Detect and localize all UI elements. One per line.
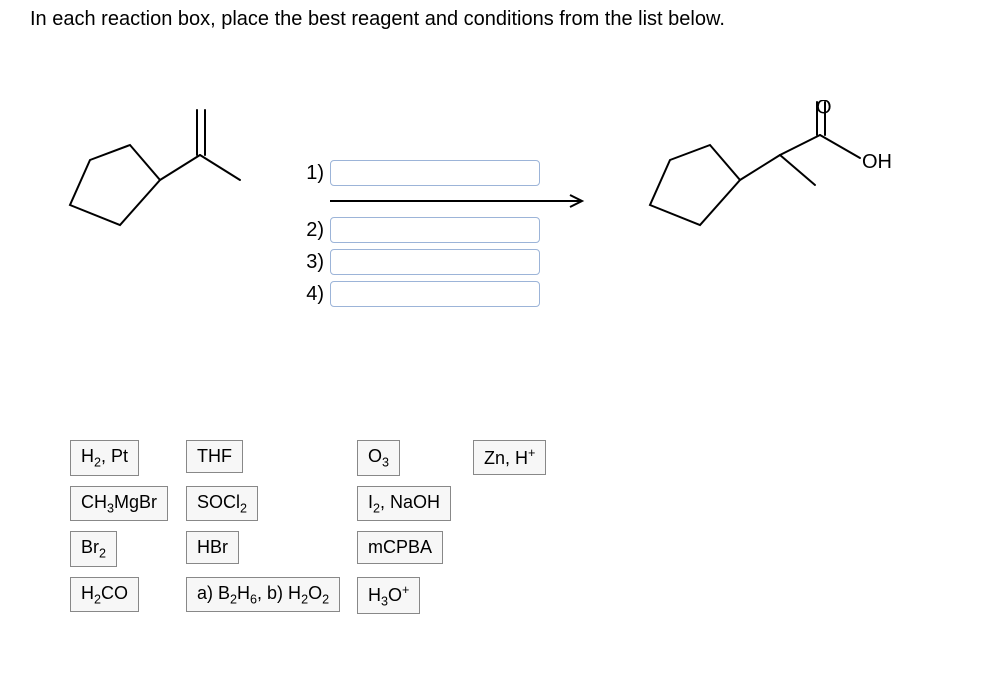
reagent-mcpba[interactable]: mCPBA [357,531,443,564]
reagent-grid: H2, Pt THF O3 Zn, H+ CH3MgBr SOCl2 I2, N… [70,440,670,614]
input-label-2: 2) [300,219,324,242]
input-row-2: 2) [300,217,600,243]
input-label-1: 1) [300,162,324,185]
reagent-zn-hplus[interactable]: Zn, H+ [473,440,546,475]
input-row-3: 3) [300,249,600,275]
reagent-h3o-plus[interactable]: H3O+ [357,577,420,615]
reagent-i2-naoh[interactable]: I2, NaOH [357,486,451,522]
reagent-br2[interactable]: Br2 [70,531,117,567]
condition-input-1[interactable] [330,160,540,186]
reagent-o3[interactable]: O3 [357,440,400,476]
reaction-scheme: 1) 2) 3) 4) [30,100,970,330]
reagent-socl2[interactable]: SOCl2 [186,486,258,522]
question-prompt: In each reaction box, place the best rea… [30,8,725,31]
reagent-b2h6-h2o2[interactable]: a) B2H6, b) H2O2 [186,577,340,613]
reaction-conditions: 1) 2) 3) 4) [300,160,600,313]
reagent-hbr[interactable]: HBr [186,531,239,564]
condition-input-2[interactable] [330,217,540,243]
condition-input-3[interactable] [330,249,540,275]
starting-material [30,100,270,265]
reagent-thf[interactable]: THF [186,440,243,473]
input-row-1: 1) [300,160,600,186]
reagent-bank: H2, Pt THF O3 Zn, H+ CH3MgBr SOCl2 I2, N… [70,440,670,614]
reaction-arrow-icon [330,194,590,208]
hydroxyl-label: OH [862,151,892,173]
input-label-3: 3) [300,251,324,274]
input-label-4: 4) [300,283,324,306]
carbonyl-o-label: O [816,100,832,119]
condition-input-4[interactable] [330,281,540,307]
reagent-h2co[interactable]: H2CO [70,577,139,613]
product: O OH [620,100,900,265]
reagent-h2-pt[interactable]: H2, Pt [70,440,139,476]
input-row-4: 4) [300,281,600,307]
reagent-ch3mgbr[interactable]: CH3MgBr [70,486,168,522]
